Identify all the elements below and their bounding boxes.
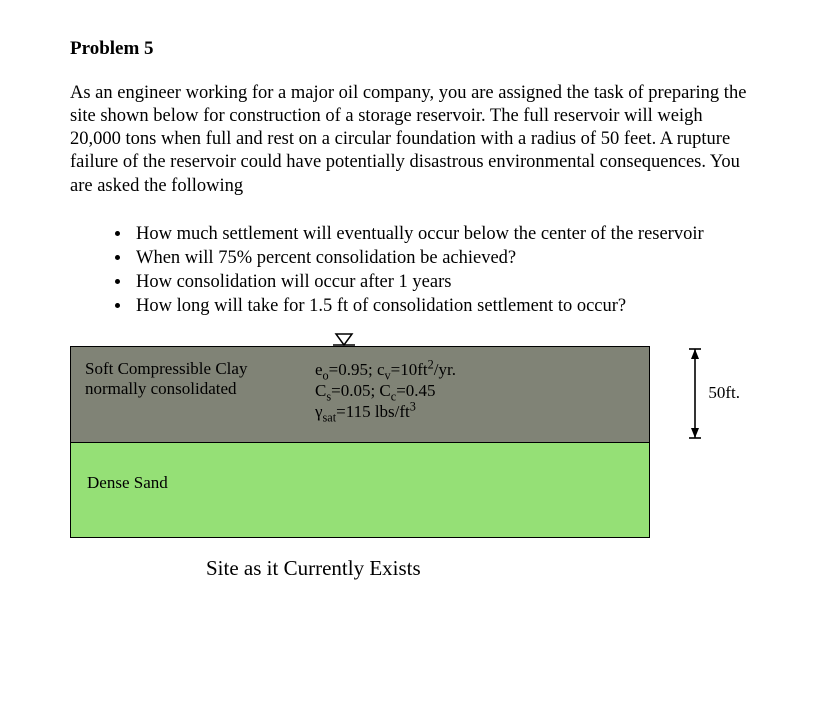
question-list: How much settlement will eventually occu… (132, 222, 750, 318)
thickness-value: 50ft. (708, 383, 740, 403)
clay-state: normally consolidated (85, 379, 237, 398)
dimension-arrow-icon (688, 346, 702, 441)
soil-profile: Soft Compressible Clay normally consolid… (70, 346, 650, 538)
list-item: How long will take for 1.5 ft of consoli… (132, 294, 750, 318)
problem-title: Problem 5 (70, 38, 750, 60)
sand-name: Dense Sand (87, 473, 168, 492)
clay-properties: eo=0.95; cv=10ft2/yr. Cs=0.05; Cc=0.45 γ… (315, 359, 639, 423)
sand-layer: Dense Sand (71, 442, 649, 537)
clay-layer: Soft Compressible Clay normally consolid… (71, 347, 649, 442)
clay-prop-line: γsat=115 lbs/ft3 (315, 401, 639, 422)
clay-label: Soft Compressible Clay normally consolid… (85, 359, 315, 400)
list-item: When will 75% percent consolidation be a… (132, 246, 750, 270)
thickness-dimension: 50ft. (688, 346, 740, 441)
water-table-icon (325, 332, 363, 348)
diagram-caption: Site as it Currently Exists (206, 556, 750, 581)
clay-name: Soft Compressible Clay (85, 359, 247, 378)
clay-prop-line: eo=0.95; cv=10ft2/yr. (315, 359, 639, 380)
list-item: How consolidation will occur after 1 yea… (132, 270, 750, 294)
problem-intro: As an engineer working for a major oil c… (70, 82, 750, 198)
list-item: How much settlement will eventually occu… (132, 222, 750, 246)
site-diagram: Soft Compressible Clay normally consolid… (70, 346, 750, 538)
clay-prop-line: Cs=0.05; Cc=0.45 (315, 380, 639, 401)
